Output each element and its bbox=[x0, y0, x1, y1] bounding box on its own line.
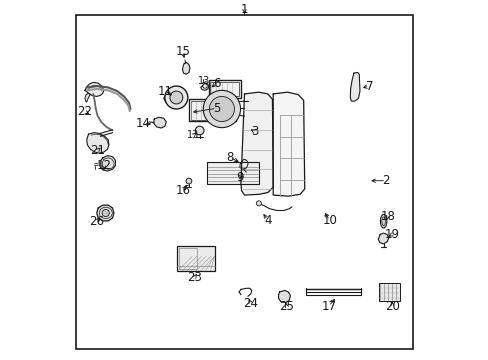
Text: 15: 15 bbox=[175, 45, 190, 58]
Text: 2: 2 bbox=[382, 174, 389, 187]
Ellipse shape bbox=[381, 217, 385, 226]
Text: 5: 5 bbox=[212, 102, 220, 115]
Circle shape bbox=[203, 84, 207, 88]
Circle shape bbox=[185, 178, 191, 184]
Polygon shape bbox=[85, 82, 104, 96]
Circle shape bbox=[203, 90, 240, 128]
Bar bbox=[188, 99, 235, 121]
Text: 4: 4 bbox=[264, 214, 271, 227]
Bar bbox=[190, 101, 233, 120]
Polygon shape bbox=[100, 156, 115, 171]
Text: 7: 7 bbox=[365, 80, 372, 93]
Polygon shape bbox=[349, 72, 359, 101]
Text: 9: 9 bbox=[236, 171, 244, 184]
Polygon shape bbox=[201, 83, 208, 90]
Text: 11: 11 bbox=[157, 85, 172, 98]
Text: 21: 21 bbox=[90, 144, 105, 157]
Polygon shape bbox=[239, 159, 247, 169]
Text: 13: 13 bbox=[187, 130, 199, 140]
Text: 14: 14 bbox=[136, 117, 151, 130]
Text: 19: 19 bbox=[384, 228, 399, 241]
Polygon shape bbox=[241, 92, 273, 195]
Circle shape bbox=[256, 201, 261, 206]
Text: 1: 1 bbox=[240, 3, 248, 16]
Text: 13: 13 bbox=[198, 76, 210, 86]
Text: 25: 25 bbox=[279, 300, 294, 313]
Bar bbox=[378, 283, 399, 301]
Polygon shape bbox=[378, 233, 388, 244]
Text: 6: 6 bbox=[212, 77, 220, 90]
Text: 20: 20 bbox=[384, 300, 399, 313]
Circle shape bbox=[169, 91, 183, 104]
Text: 16: 16 bbox=[175, 184, 190, 197]
Bar bbox=[206, 162, 258, 184]
Polygon shape bbox=[273, 92, 304, 196]
Bar bbox=[210, 82, 239, 96]
Polygon shape bbox=[153, 117, 166, 128]
Text: 17: 17 bbox=[321, 300, 336, 313]
Text: 10: 10 bbox=[322, 214, 337, 227]
Text: 3: 3 bbox=[250, 125, 258, 138]
Ellipse shape bbox=[380, 215, 386, 228]
Circle shape bbox=[209, 96, 234, 122]
Circle shape bbox=[164, 86, 187, 109]
Text: 22: 22 bbox=[77, 105, 92, 118]
Text: 18: 18 bbox=[380, 210, 395, 223]
Text: 26: 26 bbox=[89, 215, 104, 228]
Bar bbox=[179, 248, 197, 269]
Polygon shape bbox=[278, 291, 290, 303]
Text: 24: 24 bbox=[243, 297, 258, 310]
Text: 23: 23 bbox=[186, 271, 202, 284]
Circle shape bbox=[102, 210, 109, 217]
Bar bbox=[208, 80, 241, 98]
Text: 8: 8 bbox=[225, 151, 233, 164]
Polygon shape bbox=[85, 93, 90, 102]
Polygon shape bbox=[206, 94, 238, 123]
Circle shape bbox=[195, 126, 203, 135]
Polygon shape bbox=[182, 62, 190, 74]
Polygon shape bbox=[97, 205, 114, 221]
Text: 12: 12 bbox=[96, 159, 111, 172]
Polygon shape bbox=[86, 133, 109, 153]
Bar bbox=[177, 246, 214, 271]
